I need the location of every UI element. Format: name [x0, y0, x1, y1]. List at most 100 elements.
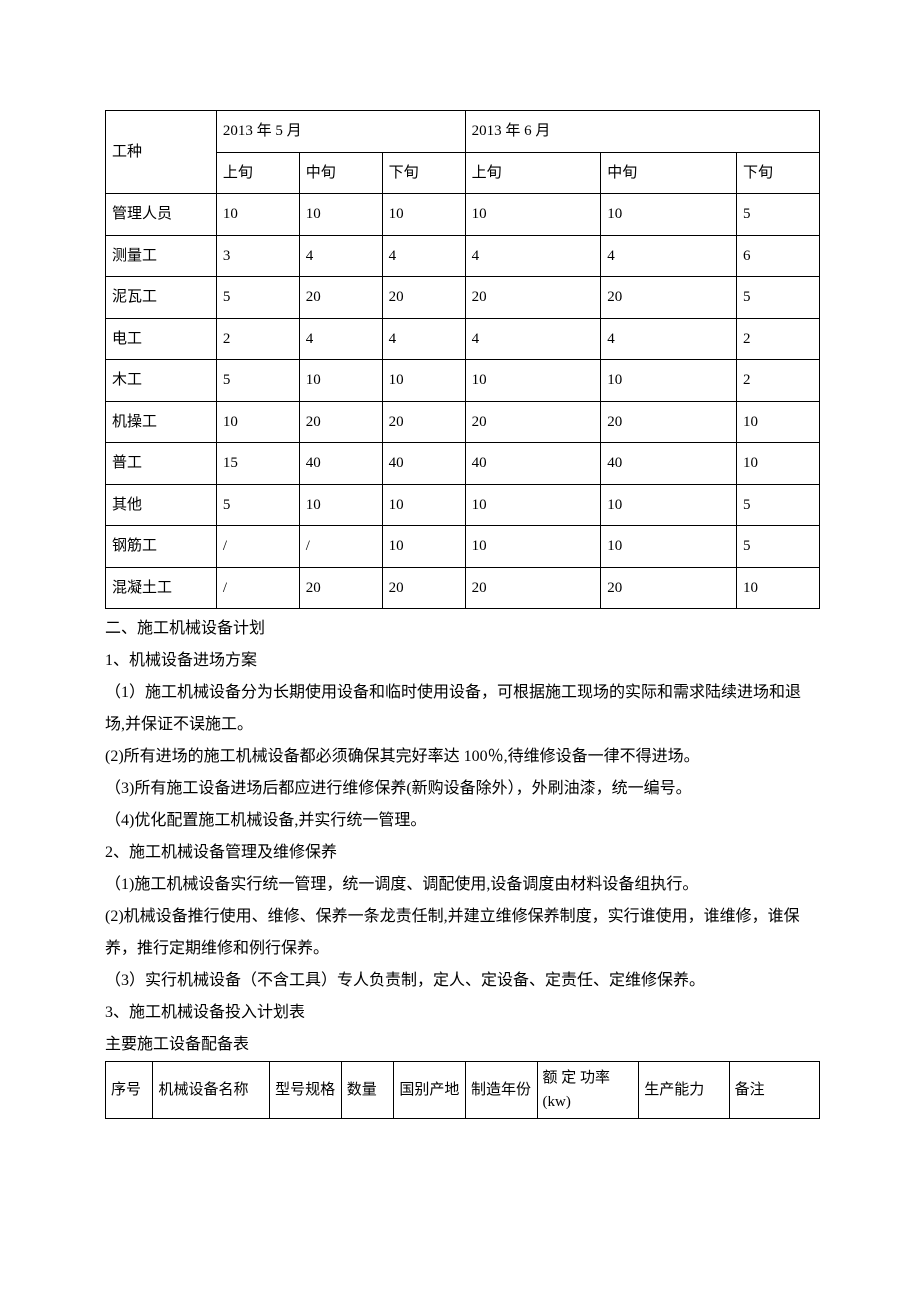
cell: 10	[216, 194, 299, 236]
subcol: 上旬	[216, 152, 299, 194]
paragraph: 1、机械设备进场方案	[105, 645, 820, 677]
table-row: 测量工344446	[106, 235, 820, 277]
row-label: 钢筋工	[106, 526, 217, 568]
cell: 5	[737, 277, 820, 319]
cell: 10	[382, 484, 465, 526]
col-header-month-1: 2013 年 5 月	[216, 111, 465, 153]
cell: 4	[465, 235, 601, 277]
cell: 20	[382, 401, 465, 443]
table-row: 其他5101010105	[106, 484, 820, 526]
cell: 20	[382, 567, 465, 609]
cell: 40	[299, 443, 382, 485]
table-row: 管理人员10101010105	[106, 194, 820, 236]
cell: 2	[737, 360, 820, 402]
cell: 10	[601, 526, 737, 568]
cell: 4	[382, 235, 465, 277]
row-label: 泥瓦工	[106, 277, 217, 319]
col-header: 生产能力	[639, 1062, 729, 1119]
cell: 10	[737, 401, 820, 443]
subcol: 下旬	[382, 152, 465, 194]
cell: 20	[382, 277, 465, 319]
cell: /	[216, 567, 299, 609]
paragraph: 3、施工机械设备投入计划表	[105, 997, 820, 1029]
cell: 10	[737, 567, 820, 609]
paragraph: （3）实行机械设备（不含工具）专人负责制，定人、定设备、定责任、定维修保养。	[105, 965, 820, 997]
row-label: 管理人员	[106, 194, 217, 236]
table-row: 泥瓦工5202020205	[106, 277, 820, 319]
cell: 20	[299, 567, 382, 609]
row-label: 电工	[106, 318, 217, 360]
cell: 5	[216, 360, 299, 402]
table-row: 钢筋工//1010105	[106, 526, 820, 568]
cell: 10	[465, 484, 601, 526]
paragraph: 主要施工设备配备表	[105, 1029, 820, 1061]
cell: 40	[382, 443, 465, 485]
table-row: 电工244442	[106, 318, 820, 360]
cell: 20	[465, 277, 601, 319]
cell: 40	[465, 443, 601, 485]
paragraph: （1）施工机械设备分为长期使用设备和临时使用设备，可根据施工现场的实际和需求陆续…	[105, 677, 820, 741]
cell: 10	[382, 360, 465, 402]
table-row: 混凝土工/2020202010	[106, 567, 820, 609]
paragraph: （3)所有施工设备进场后都应进行维修保养(新购设备除外），外刷油漆，统一编号。	[105, 773, 820, 805]
document-page: 工种 2013 年 5 月 2013 年 6 月 上旬 中旬 下旬 上旬 中旬 …	[0, 0, 920, 1302]
row-label: 普工	[106, 443, 217, 485]
row-label: 机操工	[106, 401, 217, 443]
col-header: 机械设备名称	[153, 1062, 270, 1119]
cell: 20	[299, 277, 382, 319]
cell: 40	[601, 443, 737, 485]
cell: 20	[601, 401, 737, 443]
row-label: 其他	[106, 484, 217, 526]
cell: 4	[465, 318, 601, 360]
cell: 2	[216, 318, 299, 360]
body-text-section: 二、施工机械设备计划 1、机械设备进场方案 （1）施工机械设备分为长期使用设备和…	[105, 613, 820, 1061]
cell: 10	[465, 194, 601, 236]
cell: 10	[216, 401, 299, 443]
table-row: 木工5101010102	[106, 360, 820, 402]
cell: 10	[299, 360, 382, 402]
cell: 10	[465, 526, 601, 568]
subcol: 下旬	[737, 152, 820, 194]
equipment-table: 序号 机械设备名称 型号规格 数量 国别产地 制造年份 额 定 功率(kw) 生…	[105, 1061, 820, 1119]
cell: 20	[601, 567, 737, 609]
col-header: 数量	[341, 1062, 394, 1119]
cell: 10	[737, 443, 820, 485]
paragraph: (2)所有进场的施工机械设备都必须确保其完好率达 100％,待维修设备一律不得进…	[105, 741, 820, 773]
cell: 10	[382, 194, 465, 236]
labor-plan-table: 工种 2013 年 5 月 2013 年 6 月 上旬 中旬 下旬 上旬 中旬 …	[105, 110, 820, 609]
cell: 5	[216, 277, 299, 319]
row-label: 木工	[106, 360, 217, 402]
cell: /	[299, 526, 382, 568]
col-header: 制造年份	[465, 1062, 537, 1119]
table-header-row-1: 工种 2013 年 5 月 2013 年 6 月	[106, 111, 820, 153]
cell: 4	[299, 235, 382, 277]
row-label: 混凝土工	[106, 567, 217, 609]
cell: 20	[299, 401, 382, 443]
cell: 5	[737, 194, 820, 236]
cell: 20	[465, 401, 601, 443]
cell: 15	[216, 443, 299, 485]
cell: 5	[737, 526, 820, 568]
cell: 10	[382, 526, 465, 568]
cell: 20	[601, 277, 737, 319]
cell: 2	[737, 318, 820, 360]
cell: 6	[737, 235, 820, 277]
col-header: 额 定 功率(kw)	[537, 1062, 639, 1119]
cell: 5	[216, 484, 299, 526]
table-row: 机操工102020202010	[106, 401, 820, 443]
paragraph: (2)机械设备推行使用、维修、保养一条龙责任制,并建立维修保养制度，实行谁使用，…	[105, 901, 820, 965]
col-header: 国别产地	[394, 1062, 466, 1119]
cell: 3	[216, 235, 299, 277]
col-header-type: 工种	[106, 111, 217, 194]
cell: 5	[737, 484, 820, 526]
subcol: 上旬	[465, 152, 601, 194]
paragraph: （4)优化配置施工机械设备,并实行统一管理。	[105, 805, 820, 837]
cell: 10	[465, 360, 601, 402]
col-header: 备注	[729, 1062, 819, 1119]
row-label: 测量工	[106, 235, 217, 277]
heading-2: 二、施工机械设备计划	[105, 613, 820, 645]
cell: 4	[601, 235, 737, 277]
table-row: 序号 机械设备名称 型号规格 数量 国别产地 制造年份 额 定 功率(kw) 生…	[106, 1062, 820, 1119]
cell: 10	[601, 360, 737, 402]
cell: 4	[601, 318, 737, 360]
